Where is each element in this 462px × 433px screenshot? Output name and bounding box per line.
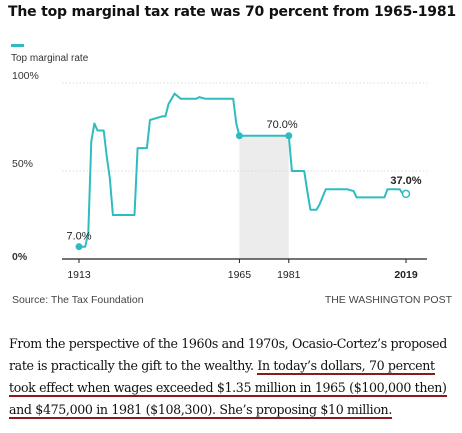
marker-layer: [75, 132, 411, 251]
legend-label: Top marginal rate: [11, 53, 89, 64]
underlined-text-3: took effect when wages exceeded $1.35 mi…: [9, 380, 447, 397]
data-label: 70.0%: [266, 119, 297, 131]
label-layer: 7.0% 70.0% 37.0%: [66, 119, 421, 243]
x-tick-label: 1981: [277, 269, 301, 281]
tax-rate-chart: 0% 50% 100% 1913 1965 1981 2019 7.0% 70.0% 37.0%: [12, 70, 427, 281]
y-tick-label: 100%: [12, 70, 39, 82]
y-tick-label: 50%: [12, 158, 33, 170]
line-layer: [78, 92, 407, 248]
grid-layer: 0% 50% 100% 1913 1965 1981 2019: [12, 70, 427, 281]
legend-swatch: [11, 44, 24, 47]
source-note: Source: The Tax Foundation: [12, 294, 144, 306]
annotation-marker: [401, 189, 411, 199]
chart-headline: The top marginal tax rate was 70 percent…: [8, 4, 456, 20]
paragraph-line-2: rate is practically the gift to the weal…: [9, 355, 455, 377]
x-tick-label: 1965: [228, 269, 252, 281]
data-label: 7.0%: [66, 231, 91, 243]
paragraph-text-2a: rate is practically the gift to the weal…: [9, 358, 258, 373]
x-tick-label: 1913: [67, 269, 91, 281]
article-paragraph: From the perspective of the 1960s and 19…: [9, 333, 455, 421]
underlined-text-4: and $475,000 in 1981 ($108,300). She’s p…: [9, 402, 392, 419]
annotation-marker: [75, 243, 83, 251]
data-label: 37.0%: [390, 175, 421, 187]
annotation-marker: [235, 132, 243, 140]
publisher-credit: THE WASHINGTON POST: [324, 294, 452, 306]
paragraph-line-1: From the perspective of the 1960s and 19…: [9, 333, 455, 355]
underlined-text-2b: In today’s dollars, 70 percent: [257, 358, 435, 375]
highlight-band-1965-1981: [239, 135, 289, 259]
x-tick-label: 2019: [394, 269, 418, 281]
paragraph-line-4: and $475,000 in 1981 ($108,300). She’s p…: [9, 399, 455, 421]
series-line-top-marginal-rate: [78, 92, 407, 248]
y-tick-label: 0%: [12, 251, 28, 263]
paragraph-text-1: From the perspective of the 1960s and 19…: [9, 336, 447, 351]
paragraph-line-3: took effect when wages exceeded $1.35 mi…: [9, 377, 455, 399]
annotation-marker: [285, 132, 293, 140]
highlight-layer: [239, 135, 289, 259]
